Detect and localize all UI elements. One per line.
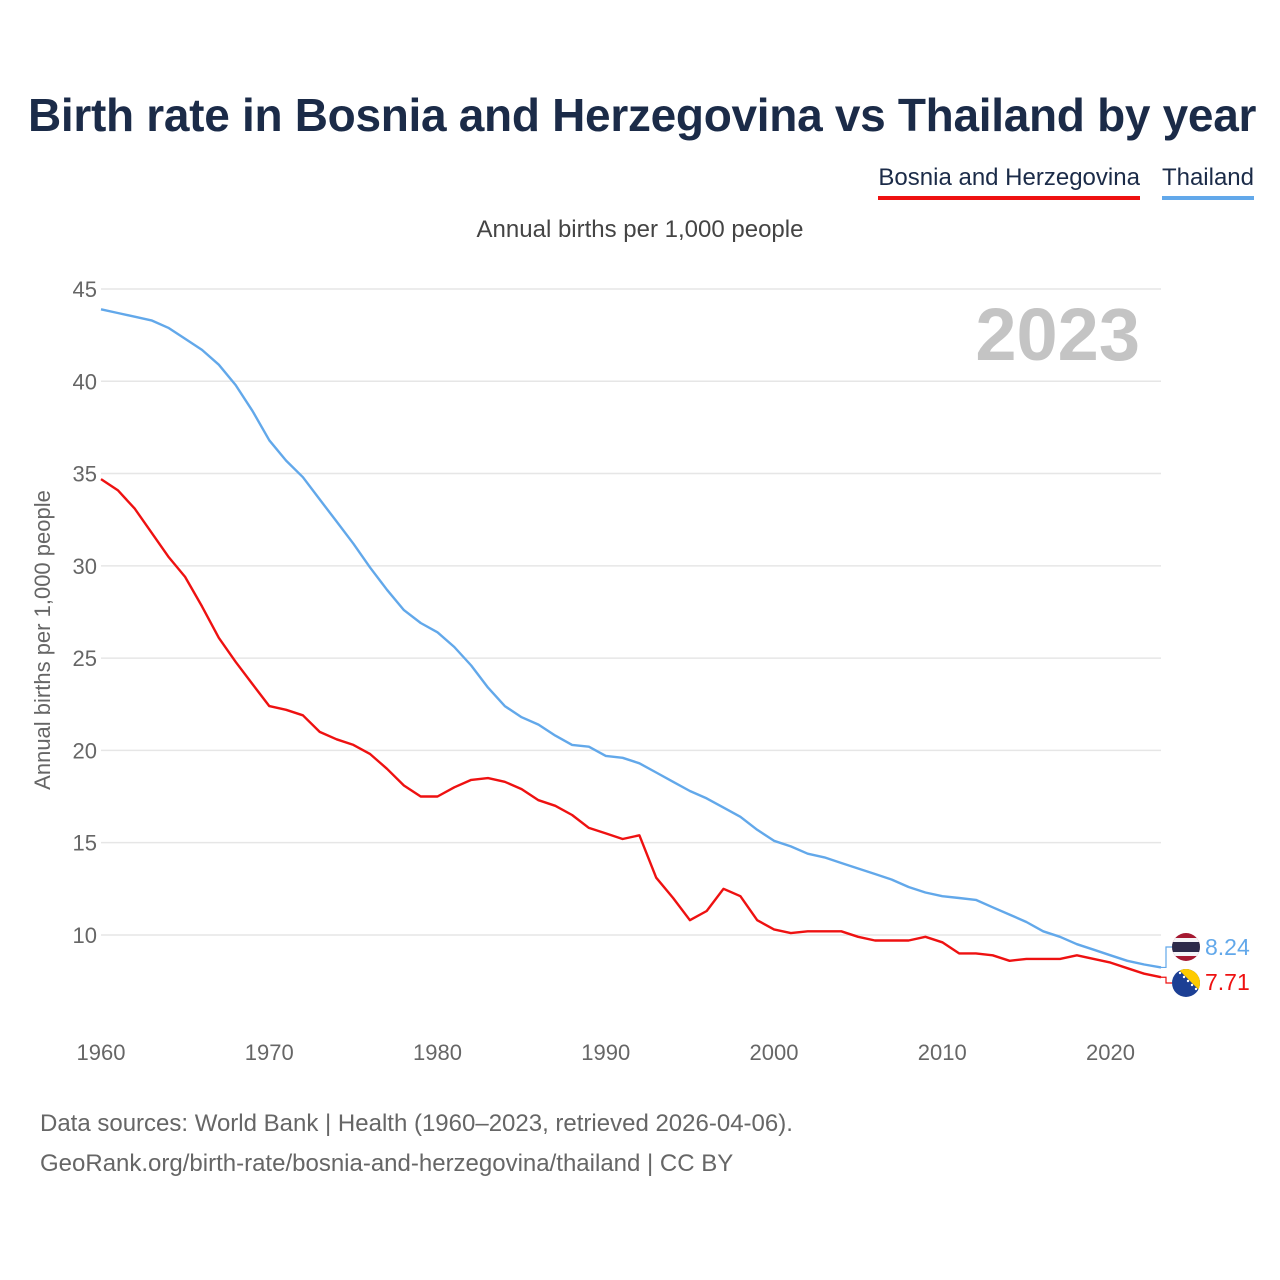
thailand-flag-icon xyxy=(1172,933,1200,961)
y-tick-label-35: 35 xyxy=(73,462,97,487)
line-chart: 10 15 20 25 30 35 40 45 1960 1970 1980 1990 2000 201… xyxy=(30,277,1250,1065)
x-axis-ticks: 1960 1970 1980 1990 2000 2010 2020 xyxy=(77,1040,1135,1065)
bosnia-flag-icon xyxy=(1172,969,1200,997)
y-tick-label-45: 45 xyxy=(73,277,97,302)
legend-item-thailand[interactable]: Thailand xyxy=(1161,164,1254,200)
legend: Bosnia and Herzegovina Thailand xyxy=(878,164,1254,200)
y-tick-label-10: 10 xyxy=(73,923,97,948)
source-url[interactable]: GeoRank.org/birth-rate/bosnia-and-herzeg… xyxy=(40,1150,734,1177)
x-tick-label-1970: 1970 xyxy=(245,1040,294,1065)
series-line-bosnia-and-herzegovina[interactable] xyxy=(100,478,1162,979)
chart-subtitle: Annual births per 1,000 people xyxy=(476,216,804,243)
x-tick-label-2000: 2000 xyxy=(750,1040,799,1065)
gridlines xyxy=(101,288,1161,936)
data-source-note: Data sources: World Bank | Health (1960–… xyxy=(40,1110,793,1137)
end-connector-bosnia-and-herzegovina xyxy=(1161,976,1172,984)
y-axis-label: Annual births per 1,000 people xyxy=(30,490,55,790)
x-tick-label-1960: 1960 xyxy=(77,1040,126,1065)
series-line-thailand[interactable] xyxy=(100,308,1162,969)
x-tick-label-2020: 2020 xyxy=(1086,1040,1135,1065)
end-label-thailand: 8.24 xyxy=(1205,934,1250,960)
y-tick-label-40: 40 xyxy=(73,369,97,394)
end-label-bosnia-and-herzegovina: 7.71 xyxy=(1205,969,1250,995)
series-end-markers: 8.24 7.71 xyxy=(1172,933,1250,997)
x-tick-label-1980: 1980 xyxy=(413,1040,462,1065)
footer: Data sources: World Bank | Health (1960–… xyxy=(40,1104,793,1184)
series-lines xyxy=(100,308,1172,984)
y-tick-label-30: 30 xyxy=(73,554,97,579)
x-tick-label-2010: 2010 xyxy=(918,1040,967,1065)
y-tick-label-25: 25 xyxy=(73,646,97,671)
y-axis-ticks: 10 15 20 25 30 35 40 45 xyxy=(73,277,97,948)
legend-item-bosnia-and-herzegovina[interactable]: Bosnia and Herzegovina xyxy=(878,164,1140,200)
y-tick-label-15: 15 xyxy=(73,831,97,856)
x-tick-label-1990: 1990 xyxy=(581,1040,630,1065)
year-watermark: 2023 xyxy=(975,293,1140,376)
end-connector-thailand xyxy=(1161,946,1172,969)
y-tick-label-20: 20 xyxy=(73,738,97,763)
chart-title: Birth rate in Bosnia and Herzegovina vs … xyxy=(28,89,1257,141)
